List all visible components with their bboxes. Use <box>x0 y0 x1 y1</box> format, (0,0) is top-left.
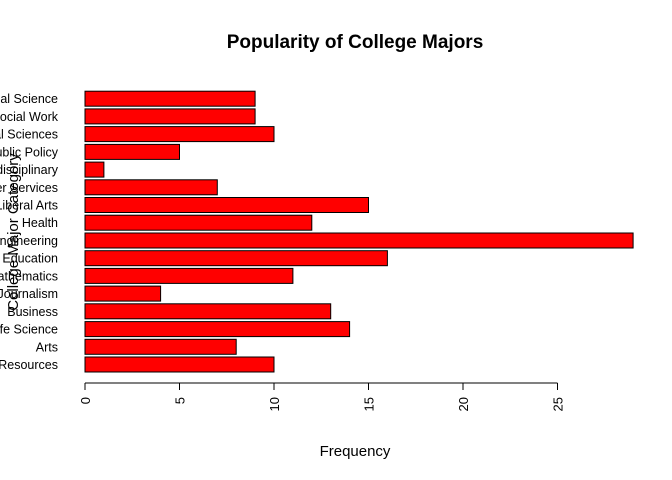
category-label-communications-journalism: Communications & Journalism <box>0 287 58 301</box>
category-label-humanities-liberal-arts: Humanities & Liberal Arts <box>0 199 58 213</box>
chart-title: Popularity of College Majors <box>227 32 484 53</box>
bar-biology-life-science <box>84 321 351 338</box>
category-label-law-public-policy: Law & Public Policy <box>0 145 59 159</box>
x-tick-label-15: 15 <box>362 397 377 411</box>
category-labels: Agriculture & Natural Resources Arts Biolo… <box>0 92 59 372</box>
bar-education <box>84 250 388 267</box>
bar-law-public-policy <box>84 143 180 160</box>
x-tick-label-25: 25 <box>551 397 566 411</box>
bar-communications-journalism <box>84 285 162 302</box>
x-tick-label-0: 0 <box>78 397 93 404</box>
category-label-interdisciplinary: Interdisciplinary <box>0 163 59 177</box>
bar-social-science <box>84 90 256 107</box>
x-tick-label-5: 5 <box>173 397 188 404</box>
category-label-social-science: Social Science <box>0 92 58 106</box>
bar-agriculture-natural-resources <box>84 356 275 373</box>
category-label-arts: Arts <box>36 340 58 354</box>
category-label-health: Health <box>22 216 58 230</box>
bar-humanities-liberal-arts <box>84 197 369 213</box>
bar-physical-sciences <box>84 126 275 143</box>
bar-engineering <box>84 232 634 249</box>
bar-arts <box>84 338 237 355</box>
x-tick-label-10: 10 <box>267 397 282 411</box>
x-axis-label: Frequency <box>320 443 391 460</box>
category-label-industrial-arts-consumer-services: Industrial Arts & Consumer Services <box>0 181 58 195</box>
bar-industrial-arts-consumer-services <box>84 179 218 196</box>
category-label-biology-life-science: Biology & Life Science <box>0 323 58 337</box>
category-label-education: Education <box>2 252 58 266</box>
x-axis: 0 5 10 15 20 25 <box>78 382 566 411</box>
bar-computers-mathematics <box>84 267 294 284</box>
bar-psychology-social-work <box>84 108 256 125</box>
x-tick-label-20: 20 <box>456 397 471 411</box>
bars-group <box>84 90 634 373</box>
y-axis-label: College Major Category <box>5 153 22 311</box>
bar-interdisciplinary <box>84 161 105 178</box>
category-label-engineering: Engineering <box>0 234 58 248</box>
category-label-agriculture-natural-resources: Agriculture & Natural Resources <box>0 358 58 372</box>
category-label-psychology-social-work: Psychology & Social Work <box>0 110 59 124</box>
bar-health <box>84 214 313 231</box>
bar-business <box>84 303 332 320</box>
category-label-computers-mathematics: Computers & Mathematics <box>0 269 58 283</box>
category-label-business: Business <box>7 305 58 319</box>
category-label-physical-sciences: Physical Sciences <box>0 128 58 142</box>
